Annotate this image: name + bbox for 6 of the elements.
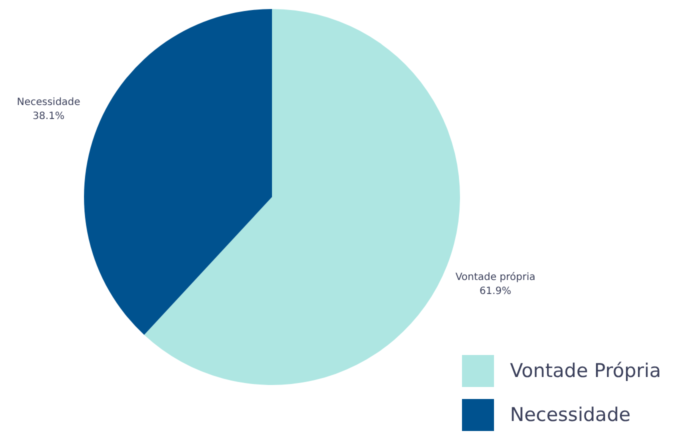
data-label: 38.1% [32, 110, 64, 122]
legend-label: Vontade Própria [510, 360, 662, 382]
legend-label: Necessidade [510, 404, 631, 426]
data-label: 61.9% [480, 286, 512, 298]
text: Necessidade [16, 96, 80, 108]
text: Vontade própria [455, 272, 536, 284]
